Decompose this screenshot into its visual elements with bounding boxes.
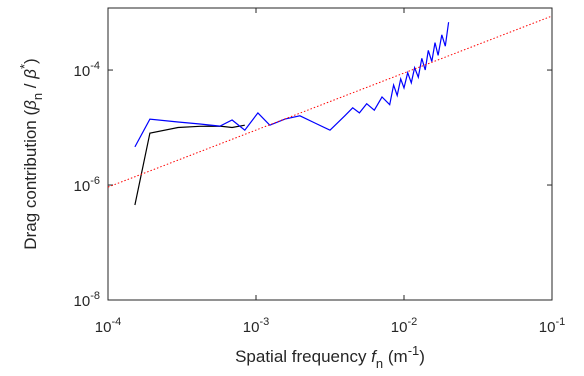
tick-label: 10-8 — [74, 290, 100, 310]
series-line — [134, 124, 245, 206]
label-part: f — [371, 347, 378, 366]
label-part: Drag contribution ( — [21, 110, 40, 250]
label-part: n — [376, 356, 383, 371]
label-part: (m — [383, 347, 408, 366]
tick-label: 10-3 — [243, 316, 269, 336]
label-part: n — [30, 93, 45, 100]
plot-box — [107, 7, 553, 301]
series-line — [134, 22, 450, 148]
tick-label: 10-1 — [539, 316, 565, 336]
tick-label: 10-2 — [391, 316, 417, 336]
label-part: β — [21, 100, 40, 111]
label-part: β — [21, 69, 40, 80]
x-axis-label: Spatial frequency fn (m-1) — [235, 343, 425, 371]
tick-label: 10-4 — [74, 60, 100, 80]
label-part: -1 — [408, 343, 420, 358]
label-part: * — [17, 64, 32, 69]
series-line — [107, 15, 553, 188]
label-part: ) — [419, 347, 425, 366]
label-part: ) — [21, 58, 40, 64]
tick-label: 10-6 — [74, 175, 100, 195]
label-part: / — [21, 79, 40, 93]
y-axis-label: Drag contribution (βn / β*) — [17, 58, 45, 249]
label-part: Spatial frequency — [235, 347, 371, 366]
tick-label: 10-4 — [95, 316, 121, 336]
